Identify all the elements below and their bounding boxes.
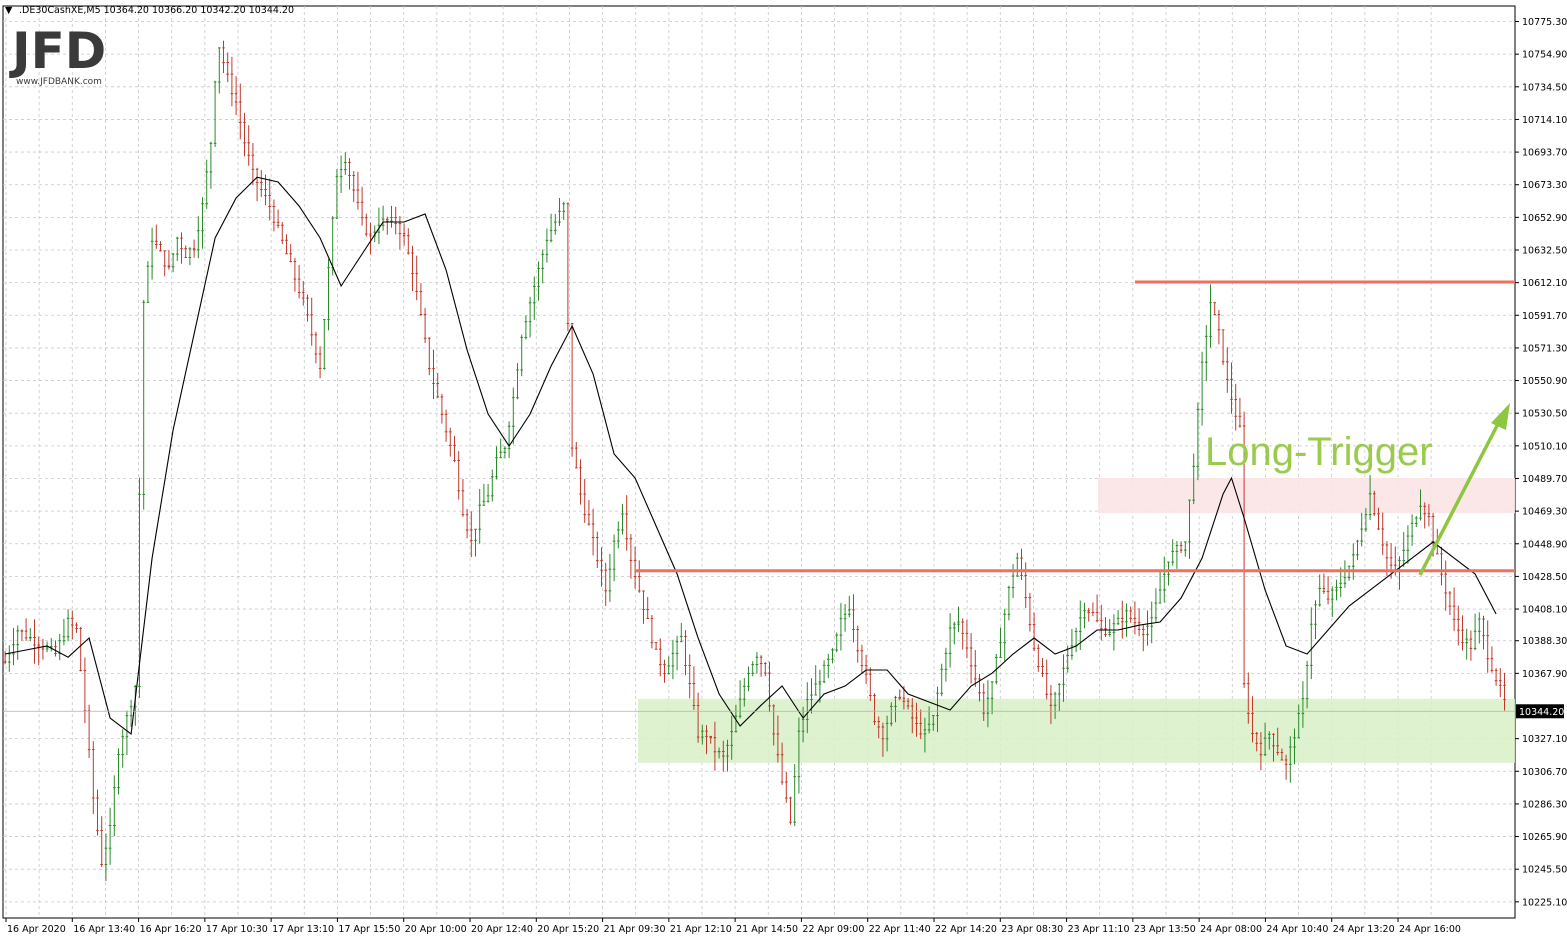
y-tick-label: 10489.70 — [1522, 474, 1567, 485]
x-tick-label: 23 Apr 13:50 — [1134, 924, 1196, 935]
y-tick-label: 10571.30 — [1522, 343, 1567, 354]
x-tick-label: 22 Apr 09:00 — [802, 924, 864, 935]
y-tick-label: 10652.90 — [1522, 213, 1567, 224]
y-tick-label: 10591.70 — [1522, 311, 1567, 322]
x-tick-label: 21 Apr 09:30 — [604, 924, 666, 935]
header-dropdown-icon[interactable]: ▼ — [5, 5, 13, 16]
support-zone — [638, 698, 1515, 763]
y-tick-label: 10469.30 — [1522, 507, 1567, 518]
y-tick-label: 10327.10 — [1522, 734, 1567, 745]
y-tick-label: 10693.70 — [1522, 148, 1567, 159]
x-tick-label: 16 Apr 2020 — [7, 924, 66, 935]
y-tick-label: 10530.50 — [1522, 409, 1567, 420]
x-tick-label: 24 Apr 16:00 — [1399, 924, 1461, 935]
trigger-zone — [1098, 478, 1515, 514]
y-tick-label: 10286.30 — [1522, 799, 1567, 810]
x-tick-label: 20 Apr 15:20 — [537, 924, 599, 935]
y-tick-label: 10734.50 — [1522, 82, 1567, 93]
x-tick-label: 24 Apr 13:20 — [1333, 924, 1395, 935]
y-tick-label: 10265.90 — [1522, 832, 1567, 843]
y-tick-label: 10245.50 — [1522, 865, 1567, 876]
x-tick-label: 23 Apr 08:30 — [1001, 924, 1063, 935]
plot-area — [2, 5, 1516, 919]
x-tick-label: 20 Apr 10:00 — [405, 924, 467, 935]
long-trigger-label: Long-Trigger — [1205, 430, 1433, 474]
x-tick-label: 22 Apr 14:20 — [935, 924, 997, 935]
y-tick-label: 10754.90 — [1522, 50, 1567, 61]
y-tick-label: 10632.50 — [1522, 246, 1567, 257]
y-tick-label: 10306.70 — [1522, 767, 1567, 778]
y-tick-label: 10510.10 — [1522, 441, 1567, 452]
x-tick-label: 16 Apr 16:20 — [140, 924, 202, 935]
logo-text: JFD — [9, 22, 106, 80]
y-tick-label: 10388.30 — [1522, 636, 1567, 647]
y-tick-label: 10775.30 — [1522, 17, 1567, 28]
x-tick-label: 22 Apr 11:40 — [869, 924, 931, 935]
y-tick-label: 10428.50 — [1522, 572, 1567, 583]
y-tick-label: 10408.10 — [1522, 605, 1567, 616]
y-tick-label: 10367.90 — [1522, 669, 1567, 680]
x-tick-label: 21 Apr 14:50 — [736, 924, 798, 935]
x-tick-label: 24 Apr 10:40 — [1266, 924, 1328, 935]
y-tick-label: 10673.30 — [1522, 180, 1567, 191]
y-tick-label: 10550.90 — [1522, 376, 1567, 387]
x-tick-label: 16 Apr 13:40 — [73, 924, 135, 935]
last-price-label: 10344.20 — [1519, 707, 1564, 718]
y-tick-label: 10612.10 — [1522, 278, 1567, 289]
arrow-up-icon — [1491, 403, 1510, 430]
x-tick-label: 23 Apr 11:10 — [1068, 924, 1130, 935]
symbol-header: .DE30CashXE,M5 10364.20 10366.20 10342.2… — [19, 5, 294, 16]
x-tick-label: 21 Apr 12:10 — [670, 924, 732, 935]
x-tick-label: 20 Apr 12:40 — [471, 924, 533, 935]
moving-average-line — [4, 176, 1497, 736]
y-tick-label: 10225.10 — [1522, 897, 1567, 908]
x-tick-label: 17 Apr 10:30 — [206, 924, 268, 935]
logo-subtext: www.JFDBANK.com — [16, 77, 102, 87]
x-tick-label: 17 Apr 13:10 — [272, 924, 334, 935]
y-tick-label: 10714.10 — [1522, 115, 1567, 126]
x-tick-label: 17 Apr 15:50 — [338, 924, 400, 935]
x-tick-label: 24 Apr 08:00 — [1200, 924, 1262, 935]
last-price-tag — [1516, 704, 1564, 719]
y-tick-label: 10448.90 — [1522, 539, 1567, 550]
jfd-logo: JFD www.JFDBANK.com — [9, 22, 106, 87]
arrow-shaft — [1418, 419, 1502, 576]
